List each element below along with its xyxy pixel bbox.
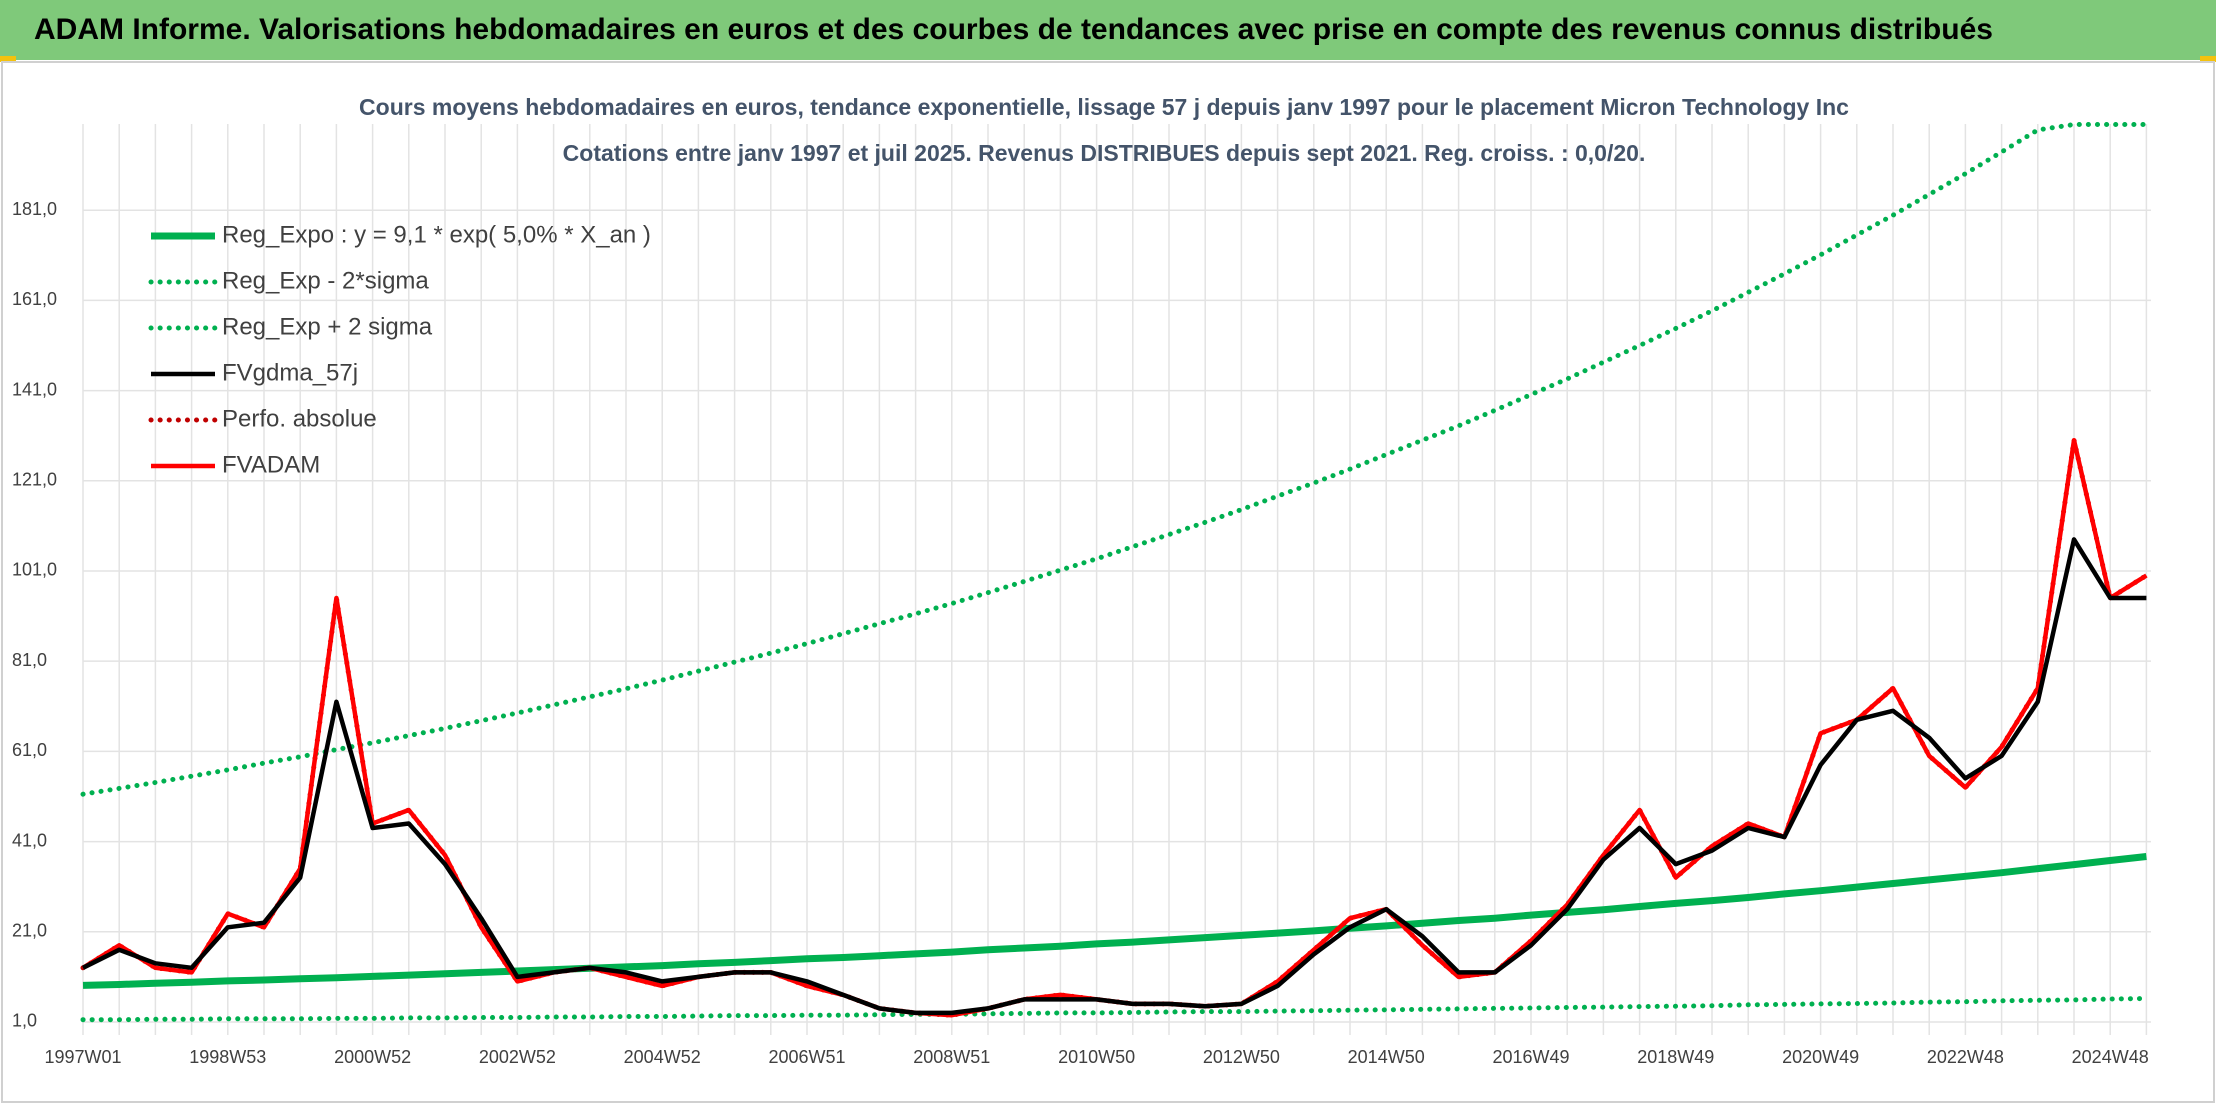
y-tick-label: 101,0	[12, 560, 57, 580]
x-tick-label: 2022W48	[1927, 1047, 2004, 1067]
x-tick-label: 2020W49	[1782, 1047, 1859, 1067]
legend-label: FVADAM	[222, 451, 320, 478]
x-tick-label: 1997W01	[44, 1047, 121, 1067]
legend-label: Perfo. absolue	[222, 405, 377, 432]
plot: 1997W01 1998W53 2000W52 2002W52 2004W52 2006W…	[12, 122, 2151, 1067]
y-tick-label: 41,0	[12, 830, 47, 850]
header-title: ADAM Informe. Valorisations hebdomadaire…	[34, 13, 1993, 46]
series-line	[81, 537, 2147, 1016]
x-tick-label: 2016W49	[1492, 1047, 1569, 1067]
x-tick-label: 2010W50	[1058, 1047, 1135, 1067]
x-tick-label: 1998W53	[189, 1047, 266, 1067]
y-tick-label: 1,0	[12, 1011, 37, 1031]
legend-label: Reg_Expo : y = 9,1 * exp( 5,0% * X_an )	[222, 221, 651, 248]
legend-label: Reg_Exp - 2*sigma	[222, 267, 429, 294]
corner-mark	[2200, 56, 2216, 62]
series-line	[80, 996, 2149, 1023]
y-tick-label: 161,0	[12, 289, 57, 309]
y-tick-label: 81,0	[12, 650, 47, 670]
y-tick-label: 121,0	[12, 470, 57, 490]
x-tick-label: 2006W51	[768, 1047, 845, 1067]
x-tick-label: 2004W52	[624, 1047, 701, 1067]
y-tick-label: 181,0	[12, 199, 57, 219]
y-tick-label: 141,0	[12, 379, 57, 399]
y-tick-label: 21,0	[12, 921, 47, 941]
chart-subtitle: Cotations entre janv 1997 et juil 2025. …	[563, 140, 1646, 166]
legend: Reg_Expo : y = 9,1 * exp( 5,0% * X_an ) R…	[148, 221, 651, 478]
legend-label: Reg_Exp + 2 sigma	[222, 313, 433, 340]
y-tick-label: 61,0	[12, 740, 47, 760]
chart-area	[1, 61, 2215, 1103]
legend-label: FVgdma_57j	[222, 359, 358, 386]
x-tick-label: 2012W50	[1203, 1047, 1280, 1067]
chart-title: Cours moyens hebdomadaires en euros, ten…	[359, 94, 1849, 120]
corner-mark	[0, 56, 16, 62]
x-tick-label: 2014W50	[1348, 1047, 1425, 1067]
x-tick-label: 2018W49	[1637, 1047, 1714, 1067]
header-bar	[0, 0, 2216, 60]
x-tick-label: 2002W52	[479, 1047, 556, 1067]
series-line	[82, 853, 2147, 989]
x-tick-label: 2008W51	[913, 1047, 990, 1067]
x-tick-label: 2024W48	[2072, 1047, 2149, 1067]
x-tick-label: 2000W52	[334, 1047, 411, 1067]
